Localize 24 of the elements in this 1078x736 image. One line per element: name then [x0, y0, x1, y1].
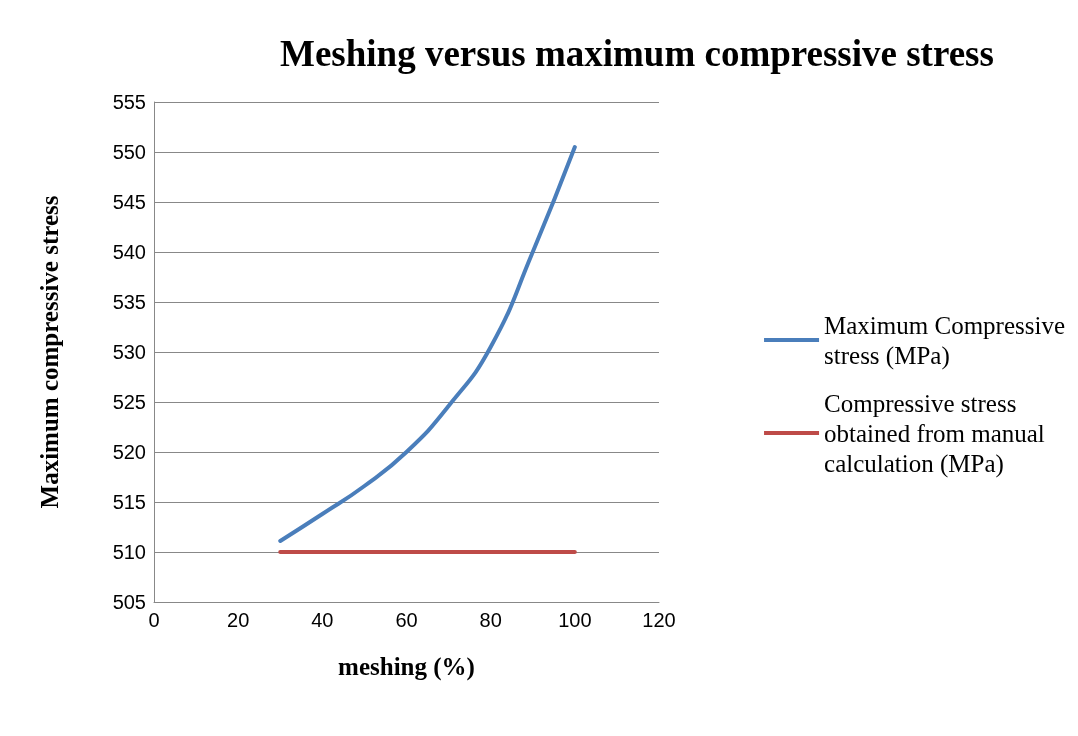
x-axis-title: meshing (%) — [338, 653, 475, 681]
y-tick-label: 550 — [112, 141, 146, 163]
x-tick-label: 0 — [148, 609, 160, 631]
legend-label: Maximum Compressive stress (MPa) — [824, 311, 1066, 370]
y-tick-label: 510 — [112, 541, 146, 563]
x-tick-label: 80 — [479, 609, 502, 631]
y-tick-label: 540 — [112, 241, 146, 263]
y-tick-label: 535 — [112, 291, 146, 313]
x-tick-label: 100 — [558, 609, 592, 631]
y-tick-label: 525 — [112, 391, 146, 413]
x-tick-label: 20 — [227, 609, 250, 631]
y-tick-label: 530 — [112, 341, 146, 363]
line-series — [278, 145, 577, 543]
y-tick-label: 505 — [112, 591, 146, 613]
x-tick-label: 60 — [395, 609, 418, 631]
x-tick-label: 40 — [311, 609, 334, 631]
y-tick-label: 515 — [112, 491, 146, 513]
chart-title: Meshing versus maximum compressive stress — [280, 33, 994, 74]
y-tick-label: 545 — [112, 191, 146, 213]
legend-label: Compressive stress obtained from manual calculation (MPa) — [824, 389, 1045, 478]
y-tick-label: 555 — [112, 91, 146, 113]
x-tick-label: 120 — [642, 609, 676, 631]
y-tick-label: 520 — [112, 441, 146, 463]
y-axis-title: Maximum compressive stress — [36, 195, 63, 509]
